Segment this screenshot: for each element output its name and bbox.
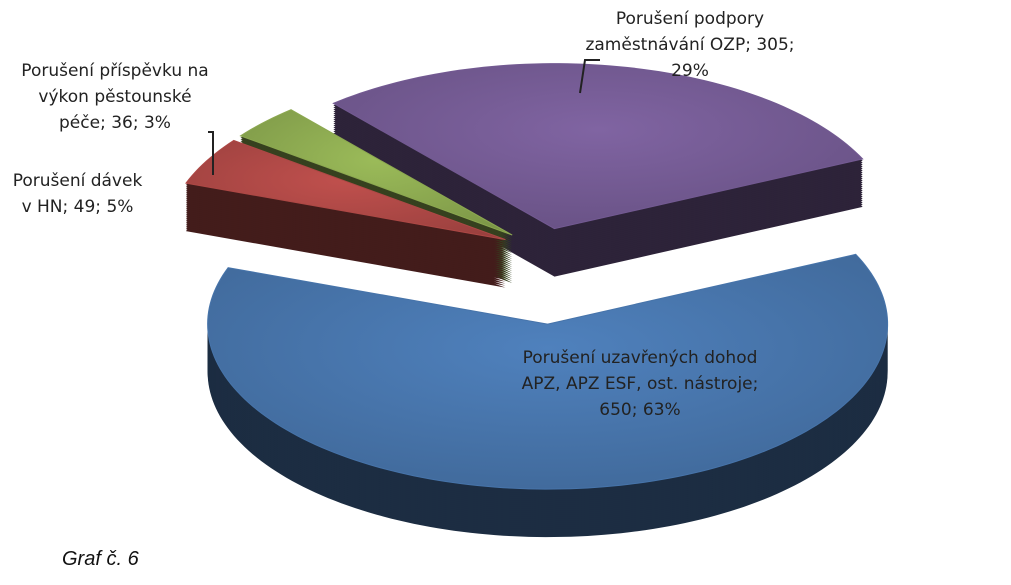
label-name: Porušení dávek v HN; [12, 171, 143, 217]
label-percent: 63% [642, 400, 681, 420]
label-value: 650; [599, 400, 638, 420]
label-percent: 3% [143, 113, 171, 133]
slice-label: Porušení dávek v HN; 49; 5% [10, 168, 145, 220]
slice-label: Porušení příspěvku na výkon pěstounské p… [15, 58, 215, 136]
caption: Graf č. 6 [62, 548, 139, 570]
label-name: Porušení podpory zaměstnávání OZP; [585, 9, 765, 55]
label-percent: 29% [671, 61, 709, 81]
slice [185, 139, 506, 241]
slices [185, 63, 889, 538]
slice [239, 109, 513, 236]
slice-label: Porušení uzavřených dohod APZ, APZ ESF, … [515, 345, 765, 423]
leader-line [208, 131, 214, 175]
leader-line [579, 59, 600, 94]
label-name: Porušení uzavřených dohod APZ, APZ ESF, … [521, 348, 759, 394]
label-name: Porušení příspěvku na výkon pěstounské p… [21, 61, 209, 133]
label-value: 305; [756, 35, 795, 55]
label-value: 49; [73, 197, 102, 217]
slice [207, 253, 889, 490]
label-value: 36; [111, 113, 139, 133]
slice-label: Porušení podpory zaměstnávání OZP; 305; … [585, 6, 795, 84]
slice [332, 63, 864, 230]
label-percent: 5% [106, 197, 134, 217]
